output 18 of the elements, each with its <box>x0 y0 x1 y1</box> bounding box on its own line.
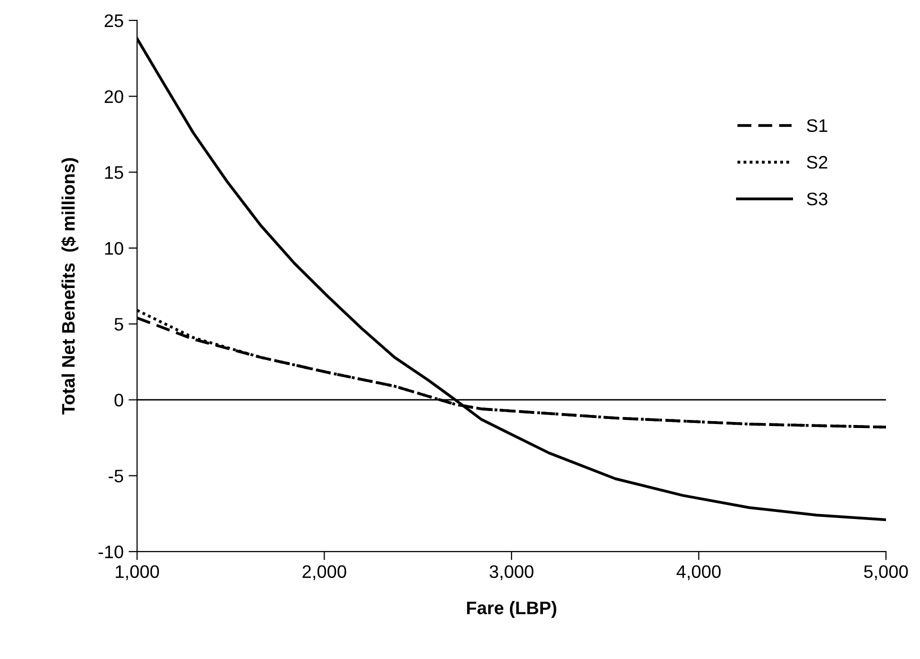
x-tick-label: 5,000 <box>864 565 908 580</box>
x-tick-label: 4,000 <box>676 565 721 580</box>
x-tick-label: 3,000 <box>490 565 534 580</box>
y-tick-label: 5 <box>114 318 124 331</box>
y-tick-label: 20 <box>104 90 124 104</box>
legend-label: S2 <box>806 156 828 169</box>
legend-label: S3 <box>806 192 828 206</box>
x-axis-title: Fare (LBP) <box>467 601 556 618</box>
y-axis-title: Total Net Benefits ($ millions) <box>61 158 78 415</box>
y-tick-label: -5 <box>108 470 124 482</box>
y-tick-label: -10 <box>98 546 124 558</box>
x-tick-label: 2,000 <box>302 565 346 580</box>
y-tick-label: 0 <box>114 394 124 407</box>
y-tick-label: 25 <box>104 14 124 28</box>
y-tick-label: 15 <box>105 166 124 179</box>
x-tick-label: 1,000 <box>116 565 159 580</box>
legend-label: S1 <box>806 119 828 132</box>
y-tick-label: 10 <box>105 242 124 255</box>
